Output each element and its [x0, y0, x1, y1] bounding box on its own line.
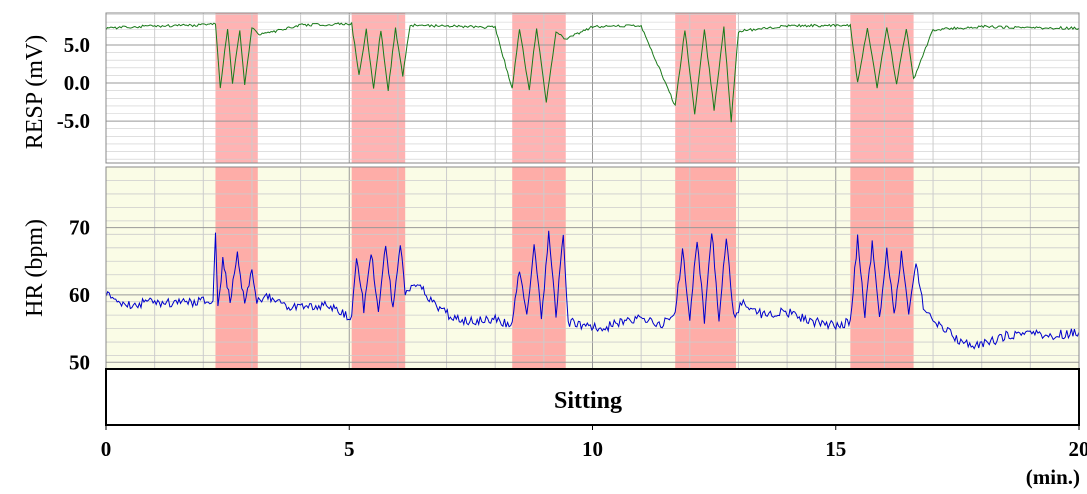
x-axis-tick-label: 10	[582, 437, 603, 461]
resp-plot-frame	[105, 12, 1080, 164]
hr-highlight-band	[351, 167, 406, 369]
resp-y-axis-label: RESP (mV)	[22, 35, 48, 149]
x-axis-tick-label: 20	[1069, 437, 1087, 461]
x-axis-tick-label: 15	[825, 437, 846, 461]
hr-y-tick-label: 50	[69, 350, 90, 374]
hr-highlight-band	[512, 167, 566, 369]
resp-panel: 5.0 0.0 -5.0	[57, 12, 1080, 164]
x-axis-tick-label: 5	[344, 437, 355, 461]
hr-y-tick-label: 70	[69, 216, 90, 240]
hr-series-line	[105, 230, 1080, 350]
x-axis-tick-label: 0	[101, 437, 112, 461]
resp-highlight-band	[850, 13, 914, 163]
condition-bar-frame	[105, 368, 1080, 426]
hr-y-tick-label: 60	[69, 283, 90, 307]
resp-highlight-band	[351, 13, 406, 163]
resp-y-tick-label: 5.0	[64, 33, 90, 57]
x-axis: 0 5 10 15 20	[101, 425, 1087, 461]
condition-bar-label: Sitting	[554, 388, 622, 414]
condition-bar: Sitting	[105, 368, 1080, 426]
resp-highlight-band	[215, 13, 258, 163]
hr-highlight-band	[675, 167, 737, 369]
resp-series-line	[105, 21, 1080, 123]
resp-y-tick-label: -5.0	[57, 109, 90, 133]
hr-panel: 70 60 50	[69, 166, 1080, 374]
x-axis-unit-label: (min.)	[1026, 465, 1080, 489]
resp-y-tick-label: 0.0	[64, 71, 90, 95]
hr-y-axis-label: HR (bpm)	[22, 219, 48, 317]
